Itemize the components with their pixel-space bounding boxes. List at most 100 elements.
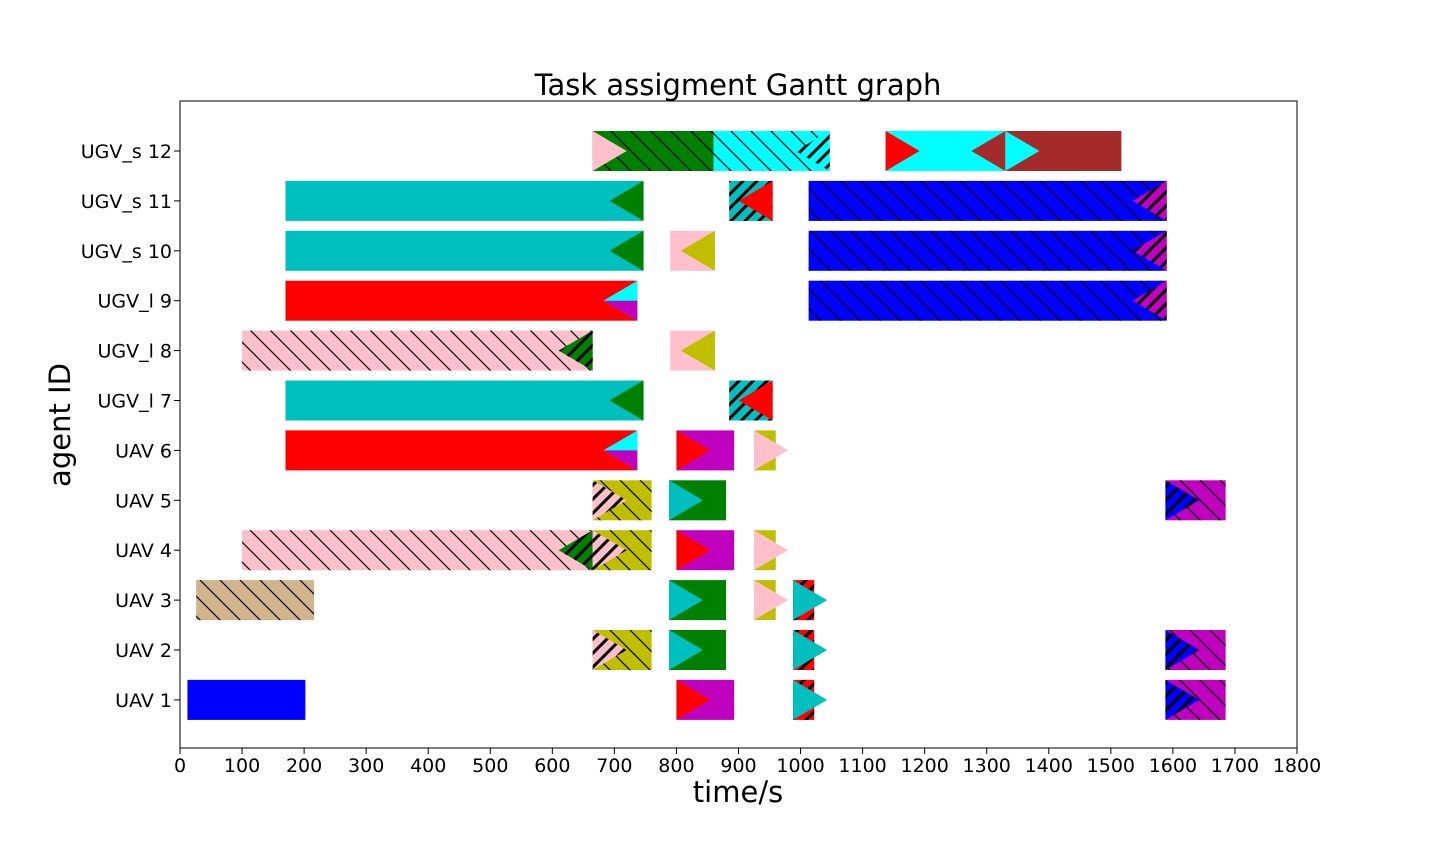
task-bar [670,330,715,371]
task-bar [1165,630,1226,670]
task-direction-marker [793,679,828,720]
task-bar-hatch [196,580,315,621]
y-tick-label: UGV_s 11 [81,191,172,213]
task-direction-marker [609,180,644,221]
task-bar [1005,131,1122,171]
task-marker-hatch [1165,480,1200,521]
task-direction-marker [738,380,773,421]
task-marker-hatch [592,530,627,571]
task-direction-marker [609,380,644,421]
task-bar [676,530,735,571]
task-direction-marker [668,630,703,670]
task-marker-hatch [1132,280,1167,321]
task-direction-marker-secondary [603,450,638,471]
task-bar [285,280,638,321]
x-tick-label: 1100 [838,755,886,777]
x-tick-label: 200 [286,755,322,777]
y-tick-label: UGV_l 9 [97,291,172,313]
task-bar [592,131,714,171]
task-bar-hatch [242,330,593,371]
task-direction-marker [738,180,773,221]
task-marker-hatch [1165,630,1200,670]
x-tick-label: 500 [472,755,508,777]
task-bar [668,630,727,670]
x-tick-label: 1600 [1149,755,1197,777]
task-direction-marker [754,530,789,571]
x-tick-label: 0 [174,755,186,777]
task-bar [754,530,789,571]
task-marker-hatch [795,131,830,171]
task-bar [668,580,727,621]
task-marker-hatch [1165,679,1200,720]
task-direction-marker [793,630,828,670]
task-bar-fill [285,280,638,321]
task-direction-marker [668,580,703,621]
x-tick-label: 900 [720,755,756,777]
y-axis: UAV 1 UAV 2 UAV 3 UAV 4 UAV 5 UAV 6 UGV_l 7 UGV… [81,141,180,712]
task-bar [670,230,715,271]
task-bar [592,530,652,571]
y-tick-label: UAV 5 [115,490,172,512]
task-bar [729,380,773,421]
y-tick-label: UAV 2 [115,640,172,662]
x-tick-label: 700 [596,755,632,777]
task-bar [1165,679,1226,720]
x-tick-label: 300 [348,755,384,777]
x-tick-label: 1200 [900,755,948,777]
task-bar [592,630,652,670]
y-tick-label: UAV 4 [115,540,172,562]
task-marker-hatch [558,330,593,371]
task-direction-marker [885,131,920,171]
task-bar [196,580,315,621]
y-tick-label: UAV 6 [115,440,172,462]
task-direction-marker [754,580,789,621]
task-direction-marker [680,330,715,371]
y-tick-label: UAV 1 [115,690,172,712]
task-marker-hatch [1132,230,1167,271]
x-tick-label: 1500 [1087,755,1135,777]
task-bar [187,679,306,720]
x-tick-label: 400 [410,755,446,777]
task-bar-fill [285,230,644,271]
task-bar [285,430,638,471]
task-bar [242,330,593,371]
task-bar [793,630,828,670]
task-marker-hatch [592,480,627,521]
task-bar-fill [285,380,644,421]
x-axis-label: time/s [693,775,783,809]
y-tick-label: UGV_l 8 [97,341,172,363]
task-bar [793,679,828,720]
task-bar [676,679,735,720]
task-bar [808,230,1167,271]
task-bar [285,380,644,421]
task-direction-marker [592,131,627,171]
y-tick-label: UAV 3 [115,590,172,612]
chart-title: Task assigment Gantt graph [534,68,942,102]
x-tick-label: 1800 [1273,755,1321,777]
task-bar [592,480,652,521]
x-tick-label: 800 [658,755,694,777]
task-bar [285,180,644,221]
task-bar-hatch [242,530,593,571]
task-direction-marker [754,430,789,471]
task-direction-marker [680,230,715,271]
task-bar [885,131,1006,171]
task-marker-hatch [1132,180,1167,221]
task-direction-marker [676,679,711,720]
x-tick-label: 1000 [776,755,824,777]
task-bar [729,180,773,221]
task-bar [676,430,735,471]
task-bar [793,580,828,621]
task-bar-hatch [808,280,1167,321]
task-bar [242,530,593,571]
y-tick-label: UGV_s 12 [81,141,172,163]
task-bars [187,131,1226,720]
task-direction-marker-secondary [603,300,638,321]
y-axis-label: agent ID [43,363,77,487]
task-direction-marker [609,230,644,271]
task-marker-hatch [558,530,593,571]
x-tick-label: 100 [224,755,260,777]
task-bar [285,230,644,271]
task-bar-fill [285,430,638,471]
